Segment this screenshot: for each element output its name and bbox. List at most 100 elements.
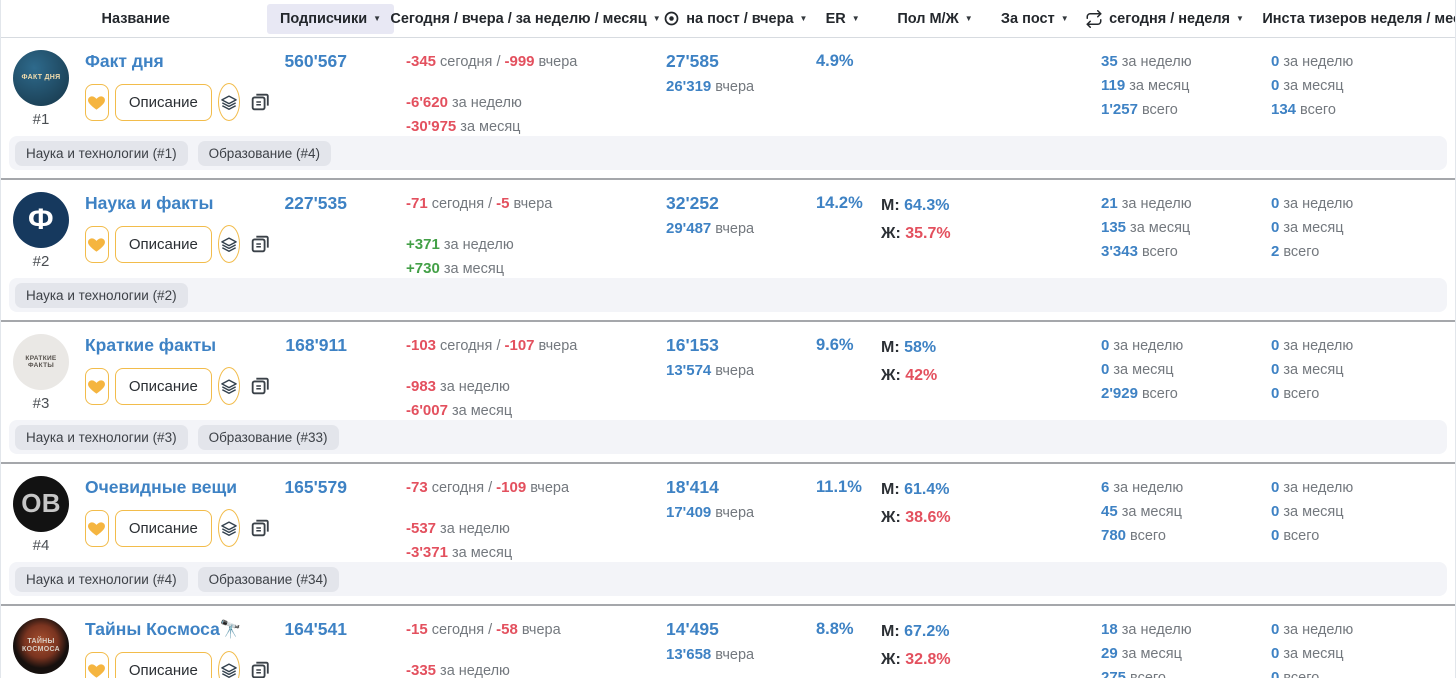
insta-month-value: 0 [1271, 219, 1280, 236]
reposts-total: 3'343 всего [1101, 240, 1256, 264]
delta-week: -537 за неделю [406, 517, 661, 541]
er-value: 14.2% [816, 194, 863, 212]
insta-total-value: 0 [1271, 527, 1280, 544]
subscribers-count: 560'567 [284, 51, 347, 71]
reposts-week-label: за неделю [1117, 54, 1192, 70]
copy-button[interactable] [249, 91, 271, 113]
per-post-cell [996, 476, 1076, 560]
category-tag[interactable]: Образование (#33) [197, 424, 339, 450]
copy-icon [249, 517, 271, 539]
posts-stack-button[interactable] [217, 509, 240, 547]
description-button[interactable]: Описание [114, 367, 212, 405]
channel-name-link[interactable]: Краткие факты [85, 335, 217, 355]
category-tag[interactable]: Образование (#4) [197, 140, 332, 166]
channel-avatar[interactable]: КРАТКИЕ ФАКТЫ [13, 334, 69, 390]
category-tag[interactable]: Наука и технологии (#4) [15, 566, 188, 592]
channel-avatar[interactable]: ОВ [13, 476, 69, 532]
per-post-cell [996, 618, 1076, 678]
category-tag[interactable]: Наука и технологии (#3) [15, 424, 188, 450]
delta-week-label: за неделю [447, 95, 522, 111]
insta-week-label: за неделю [1279, 54, 1354, 70]
insta-month-label: за месяц [1279, 504, 1344, 520]
gender-female-label: Ж: [881, 225, 906, 242]
category-tag[interactable]: Образование (#34) [197, 566, 339, 592]
favorite-button[interactable] [85, 83, 109, 121]
copy-button[interactable] [249, 375, 271, 397]
category-tag[interactable]: Наука и технологии (#2) [15, 282, 188, 308]
channel-name-link[interactable]: Очевидные вещи [85, 477, 238, 497]
copy-button[interactable] [249, 233, 271, 255]
gender-female: Ж: 35.7% [881, 220, 996, 248]
description-button[interactable]: Описание [114, 225, 212, 263]
column-header-gender[interactable]: Пол М/Ж ▼ [875, 0, 995, 37]
heart-icon [87, 235, 106, 254]
delta-yesterday-value: -107 [504, 337, 535, 354]
favorite-button[interactable] [85, 367, 109, 405]
category-tag[interactable]: Наука и технологии (#1) [15, 140, 188, 166]
reposts-month-label: за месяц [1117, 646, 1182, 662]
reposts-month-label: за месяц [1126, 220, 1191, 236]
copy-button[interactable] [249, 659, 271, 678]
views-yesterday-label: вчера [711, 647, 755, 663]
channel-name-link[interactable]: Наука и факты [85, 193, 214, 213]
favorite-button[interactable] [85, 509, 109, 547]
insta-month: 0 за месяц [1271, 500, 1455, 524]
column-header-reposts[interactable]: сегодня / неделя ▼ [1075, 0, 1255, 37]
category-tags: Наука и технологии (#2) [9, 278, 1447, 312]
channel-name-link[interactable]: Факт дня [85, 51, 164, 71]
channel-avatar[interactable]: ТАЙНЫ КОСМОСА [13, 618, 69, 674]
per-post-cell [996, 50, 1076, 134]
table-header: Название Подписчики ▼ Сегодня / вчера / … [1, 0, 1455, 38]
column-header-views[interactable]: на пост / вчера ▼ [660, 0, 810, 37]
channel-name-link[interactable]: Тайны Космоса🔭 [85, 619, 242, 639]
delta-month-value: -6'007 [406, 402, 448, 419]
insta-total-value: 2 [1271, 243, 1280, 260]
column-header-dynamics[interactable]: Сегодня / вчера / за неделю / месяц ▼ [390, 0, 660, 37]
posts-stack-button[interactable] [217, 83, 240, 121]
repost-icon [1085, 9, 1103, 28]
reposts-total-label: всего [1126, 528, 1166, 544]
description-button[interactable]: Описание [114, 509, 212, 547]
channel-rank: #3 [32, 395, 50, 412]
reposts-total: 1'257 всего [1101, 98, 1256, 122]
reposts-total-value: 275 [1101, 669, 1127, 678]
copy-icon [249, 233, 271, 255]
reposts-week-value: 0 [1101, 337, 1110, 354]
favorite-button[interactable] [85, 225, 109, 263]
copy-button[interactable] [249, 517, 271, 539]
reposts-month-value: 135 [1101, 219, 1127, 236]
insta-week-value: 0 [1271, 621, 1280, 638]
reposts-month-value: 119 [1101, 77, 1126, 94]
column-header-per-post[interactable]: За пост ▼ [995, 0, 1075, 37]
delta-month: -30'975 за месяц [406, 115, 661, 139]
description-button[interactable]: Описание [114, 83, 212, 121]
reposts-week-label: за неделю [1117, 196, 1192, 212]
gender-female: Ж: 32.8% [881, 646, 996, 674]
gender-male-value: 61.4% [904, 481, 950, 498]
column-header-er[interactable]: ER ▼ [810, 0, 875, 37]
insta-total: 2 всего [1271, 240, 1455, 264]
copy-icon [249, 659, 271, 678]
insta-month: 0 за месяц [1271, 358, 1455, 382]
reposts-total-label: всего [1137, 102, 1178, 118]
heart-icon [87, 93, 106, 112]
posts-stack-button[interactable] [217, 367, 240, 405]
delta-week: -335 за неделю [406, 659, 661, 678]
delta-yesterday-label: вчера [517, 622, 561, 638]
reposts-week: 18 за неделю [1101, 618, 1256, 642]
favorite-button[interactable] [85, 651, 109, 678]
layers-icon [219, 234, 239, 254]
insta-week-label: за неделю [1279, 338, 1354, 354]
description-button[interactable]: Описание [114, 651, 212, 678]
gender-male-label: М: [881, 623, 905, 640]
channel-avatar[interactable]: ФАКТ ДНЯ [13, 50, 69, 106]
posts-stack-button[interactable] [217, 225, 240, 263]
reposts-week: 35 за неделю [1101, 50, 1256, 74]
delta-today-label: сегодня / [436, 338, 505, 354]
posts-stack-button[interactable] [217, 651, 240, 678]
reposts-total-value: 1'257 [1101, 101, 1138, 118]
column-header-subscribers[interactable]: Подписчики ▼ [266, 0, 395, 37]
channel-avatar[interactable]: Ф [13, 192, 69, 248]
gender-male-value: 67.2% [904, 623, 950, 640]
